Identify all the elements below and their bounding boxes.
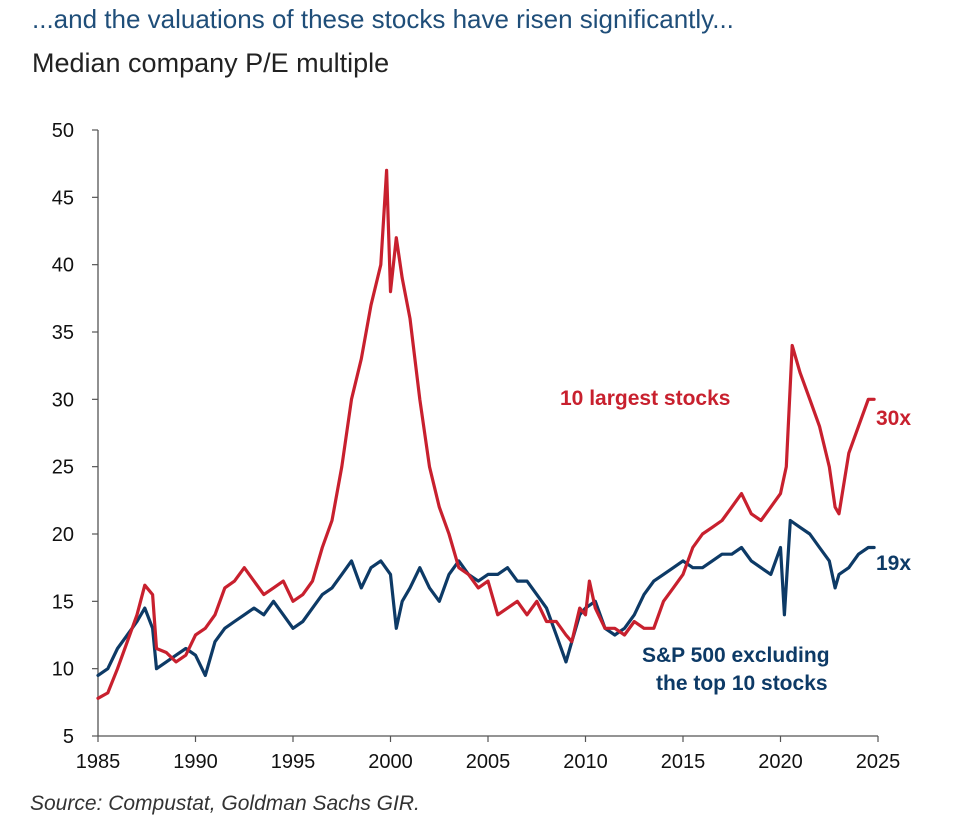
x-tick-label: 2010: [563, 751, 608, 773]
annotation-rest-value: 19x: [876, 552, 911, 575]
y-tick-label: 20: [52, 524, 74, 546]
x-tick-label: 2015: [661, 751, 706, 773]
annotation-rest-label-line2: the top 10 stocks: [656, 672, 828, 695]
page-title: ...and the valuations of these stocks ha…: [32, 4, 734, 34]
x-tick-label: 2005: [466, 751, 511, 773]
x-tick-label: 1985: [76, 751, 121, 773]
y-tick-label: 15: [52, 591, 74, 613]
y-tick-label: 10: [52, 659, 74, 681]
source-note: Source: Compustat, Goldman Sachs GIR.: [30, 792, 420, 815]
x-tick-label: 2000: [368, 751, 413, 773]
y-tick-label: 50: [52, 120, 74, 142]
series-line-top10: [96, 168, 876, 700]
annotation-top10-label: 10 largest stocks: [560, 387, 730, 410]
annotation-rest-label-line1: S&P 500 excluding: [642, 644, 830, 667]
y-tick-label: 30: [52, 389, 74, 411]
x-tick-label: 2020: [758, 751, 803, 773]
chart-series-group: [96, 168, 876, 700]
series-line-rest: [96, 518, 876, 678]
chart-subtitle: Median company P/E multiple: [32, 48, 390, 78]
y-tick-label: 45: [52, 187, 74, 209]
y-tick-label: 5: [63, 726, 74, 748]
y-tick-label: 40: [52, 255, 74, 277]
x-tick-label: 1990: [173, 751, 218, 773]
x-tick-label: 1995: [271, 751, 316, 773]
x-tick-label: 2025: [856, 751, 901, 773]
y-tick-label: 35: [52, 322, 74, 344]
annotation-top10-value: 30x: [876, 407, 911, 430]
y-tick-label: 25: [52, 457, 74, 479]
